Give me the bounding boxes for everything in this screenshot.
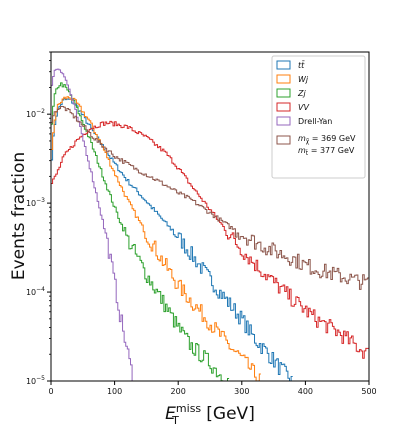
- legend-label-5-line2: mt̃ = 377 GeV: [298, 146, 355, 157]
- x-tick-label-4: 400: [298, 387, 313, 396]
- series-line-5: [50, 106, 369, 381]
- legend-box: [271, 55, 366, 179]
- x-tick-label-3: 300: [234, 387, 249, 396]
- series-line-0: [50, 98, 293, 382]
- legend-swatch-1: [276, 74, 291, 84]
- series-line-3: [50, 120, 369, 381]
- legend-label-2: Zj: [297, 89, 306, 98]
- series-line-2: [50, 82, 230, 382]
- legend-swatch-2: [276, 88, 291, 98]
- x-tick-label-5: 500: [361, 387, 376, 396]
- legend-label-3: VV: [298, 103, 309, 112]
- legend-label-0: tt̄: [298, 60, 305, 70]
- legend-swatch-5: [276, 135, 291, 145]
- y-axis-label: Events fraction: [9, 152, 29, 280]
- x-tick-label-1: 100: [107, 387, 122, 396]
- legend-swatch-0: [276, 60, 291, 70]
- x-axis-label: Emiss T [GeV]: [165, 402, 255, 427]
- legend-swatch-4: [276, 116, 291, 126]
- y-tick-label-3: 10−2: [26, 108, 45, 119]
- x-tick-label-2: 200: [171, 387, 186, 396]
- series-line-1: [50, 96, 261, 382]
- y-tick-label-0: 10−5: [26, 375, 45, 386]
- series-layer: [50, 68, 369, 382]
- legend-label-4: Drell-Yan: [298, 117, 332, 126]
- legend-label-5-line1: mχ̃ = 369 GeV: [298, 134, 356, 145]
- series-line-4: [50, 68, 134, 382]
- legend-swatch-3: [276, 102, 291, 112]
- y-tick-label-1: 10−4: [26, 286, 45, 297]
- y-tick-label-2: 10−3: [26, 197, 45, 208]
- x-tick-label-0: 0: [48, 387, 53, 396]
- legend-label-1: Wj: [298, 75, 309, 84]
- axes-layer: 0 100 200 300 400 500 10−5 10−4 10−3 10−2: [26, 51, 377, 396]
